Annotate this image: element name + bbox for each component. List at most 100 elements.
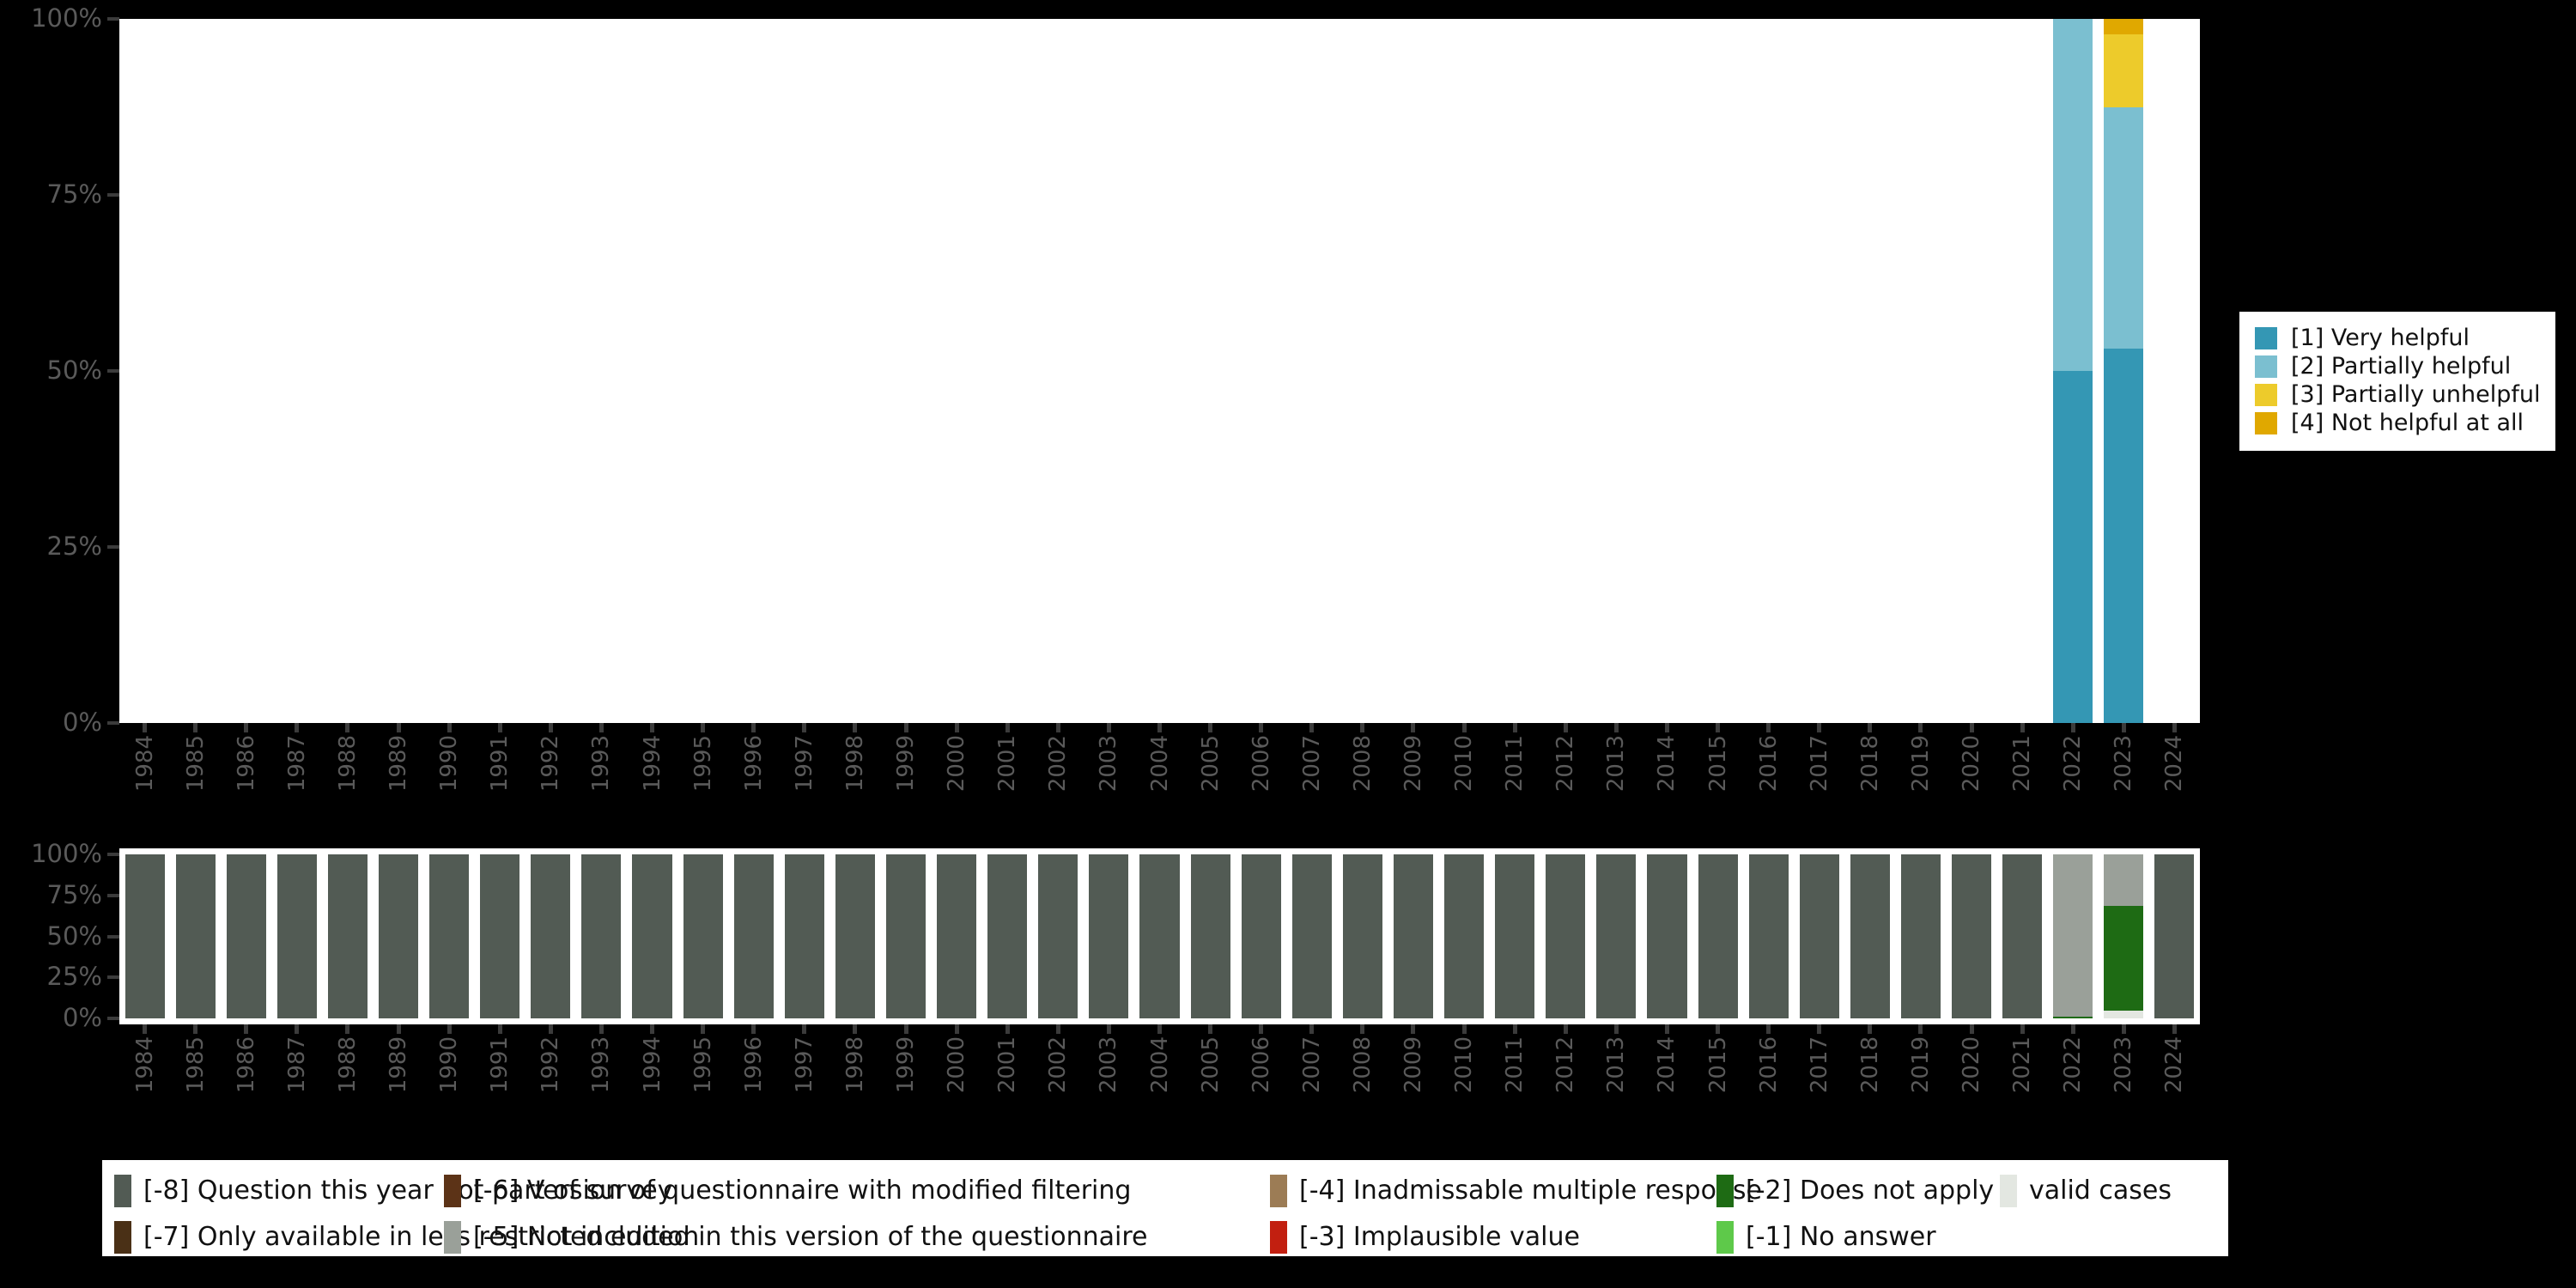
missing-bar-1988[interactable] (327, 854, 368, 1018)
missing-legend-item[interactable]: [-1] No answer (1716, 1220, 1936, 1255)
missing-legend-item[interactable]: [-7] Only available in less restricted e… (114, 1220, 699, 1255)
missing-legend-item[interactable]: [-8] Question this year not part of surv… (114, 1174, 672, 1208)
main-bar-2022[interactable] (2053, 19, 2093, 723)
missing-x-tick-label-2010: 2010 (1451, 1036, 1478, 1094)
missing-bar-2009[interactable] (1393, 854, 1434, 1018)
missing-legend-item[interactable]: valid cases (2000, 1174, 2172, 1208)
missing-bar-2010[interactable] (1444, 854, 1485, 1018)
missing-bar-1999[interactable] (885, 854, 927, 1018)
missing-bar-1985[interactable] (175, 854, 216, 1018)
main-bar-1999[interactable] (886, 19, 926, 723)
missing-bar-2021[interactable] (2002, 854, 2043, 1018)
main-bar-1991[interactable] (480, 19, 519, 723)
missing-bar-2005[interactable] (1190, 854, 1230, 1018)
main-bar-1988[interactable] (328, 19, 368, 723)
missing-x-tick-label-1986: 1986 (233, 1036, 259, 1094)
missing-bar-2020[interactable] (1952, 854, 1992, 1018)
missing-bar-2008[interactable] (1342, 854, 1382, 1018)
main-bar-2003[interactable] (1089, 19, 1128, 723)
main-bar-2000[interactable] (937, 19, 976, 723)
missing-legend-item[interactable]: [-4] Inadmissable multiple response (1270, 1174, 1762, 1208)
main-bar-1992[interactable] (531, 19, 570, 723)
main-bar-2014[interactable] (1647, 19, 1686, 723)
missing-legend-item[interactable]: [-3] Implausible value (1270, 1220, 1580, 1255)
main-bar-2017[interactable] (1800, 19, 1839, 723)
valid-legend-item[interactable]: [1] Very helpful (2255, 324, 2540, 352)
missing-bar-2014[interactable] (1647, 854, 1687, 1018)
main-bar-2023[interactable] (2104, 19, 2144, 723)
missing-bar-2022[interactable] (2053, 854, 2093, 1018)
missing-bar-1984[interactable] (125, 854, 165, 1018)
missing-bar-2001[interactable] (987, 854, 1028, 1018)
valid-legend-item[interactable]: [4] Not helpful at all (2255, 409, 2540, 437)
main-bar-1996[interactable] (734, 19, 774, 723)
missing-x-tick-label-2016: 2016 (1755, 1036, 1782, 1094)
main-bar-1993[interactable] (581, 19, 621, 723)
missing-bar-2011[interactable] (1495, 854, 1535, 1018)
main-bar-2007[interactable] (1292, 19, 1332, 723)
legend-swatch-icon (2255, 355, 2277, 378)
missing-bar-2006[interactable] (1241, 854, 1281, 1018)
missing-bar-1994[interactable] (632, 854, 672, 1018)
valid-legend-item[interactable]: [3] Partially unhelpful (2255, 380, 2540, 409)
main-bar-2012[interactable] (1546, 19, 1585, 723)
main-bar-2021[interactable] (2002, 19, 2042, 723)
main-bar-1997[interactable] (785, 19, 824, 723)
main-bar-2009[interactable] (1394, 19, 1433, 723)
missing-bar-2003[interactable] (1089, 854, 1129, 1018)
main-bar-2010[interactable] (1444, 19, 1484, 723)
missing-bar-1986[interactable] (226, 854, 266, 1018)
main-bar-2004[interactable] (1139, 19, 1179, 723)
missing-bar-2023[interactable] (2104, 854, 2144, 1018)
missing-bar-2002[interactable] (1038, 854, 1078, 1018)
missing-bar-2004[interactable] (1139, 854, 1180, 1018)
main-bar-2011[interactable] (1495, 19, 1534, 723)
main-bar-2008[interactable] (1343, 19, 1382, 723)
main-bar-2018[interactable] (1850, 19, 1890, 723)
missing-bar-2015[interactable] (1698, 854, 1738, 1018)
main-bar-2019[interactable] (1901, 19, 1941, 723)
main-bar-2006[interactable] (1242, 19, 1281, 723)
missing-bar-1987[interactable] (276, 854, 317, 1018)
missing-legend-item[interactable]: [-5] Not included in this version of the… (444, 1220, 1148, 1255)
valid-legend-item[interactable]: [2] Partially helpful (2255, 352, 2540, 380)
missing-bar-1991[interactable] (480, 854, 520, 1018)
main-bar-2016[interactable] (1749, 19, 1789, 723)
main-bar-2002[interactable] (1038, 19, 1078, 723)
missing-legend-item[interactable]: [-2] Does not apply (1716, 1174, 1994, 1208)
missing-bar-1998[interactable] (835, 854, 875, 1018)
missing-bar-2019[interactable] (1900, 854, 1941, 1018)
main-bar-1984[interactable] (125, 19, 165, 723)
missing-bar-1996[interactable] (733, 854, 774, 1018)
missing-bar-2007[interactable] (1291, 854, 1332, 1018)
main-bar-2015[interactable] (1698, 19, 1738, 723)
missing-bar-2017[interactable] (1799, 854, 1839, 1018)
main-bar-1989[interactable] (379, 19, 418, 723)
main-y-tick-label: 75% (46, 179, 102, 209)
missing-bar-2013[interactable] (1596, 854, 1637, 1018)
main-bar-1985[interactable] (176, 19, 216, 723)
missing-legend-item[interactable]: [-6] Version of questionnaire with modif… (444, 1174, 1131, 1208)
missing-bar-2012[interactable] (1546, 854, 1586, 1018)
missing-bar-1995[interactable] (683, 854, 723, 1018)
missing-bar-2016[interactable] (1748, 854, 1789, 1018)
main-bar-1986[interactable] (227, 19, 266, 723)
main-bar-1994[interactable] (632, 19, 671, 723)
main-bar-1998[interactable] (835, 19, 875, 723)
main-bar-2013[interactable] (1596, 19, 1636, 723)
missing-bar-1993[interactable] (581, 854, 622, 1018)
missing-bar-2024[interactable] (2154, 854, 2195, 1018)
missing-bar-1997[interactable] (784, 854, 824, 1018)
missing-bar-1990[interactable] (429, 854, 470, 1018)
missing-bar-2000[interactable] (937, 854, 977, 1018)
main-bar-1990[interactable] (429, 19, 469, 723)
main-bar-2024[interactable] (2154, 19, 2194, 723)
main-bar-1987[interactable] (277, 19, 317, 723)
main-bar-2005[interactable] (1191, 19, 1230, 723)
main-bar-2020[interactable] (1952, 19, 1991, 723)
missing-bar-1992[interactable] (531, 854, 571, 1018)
missing-bar-2018[interactable] (1850, 854, 1890, 1018)
main-bar-1995[interactable] (683, 19, 723, 723)
main-bar-2001[interactable] (987, 19, 1027, 723)
missing-bar-1989[interactable] (378, 854, 419, 1018)
